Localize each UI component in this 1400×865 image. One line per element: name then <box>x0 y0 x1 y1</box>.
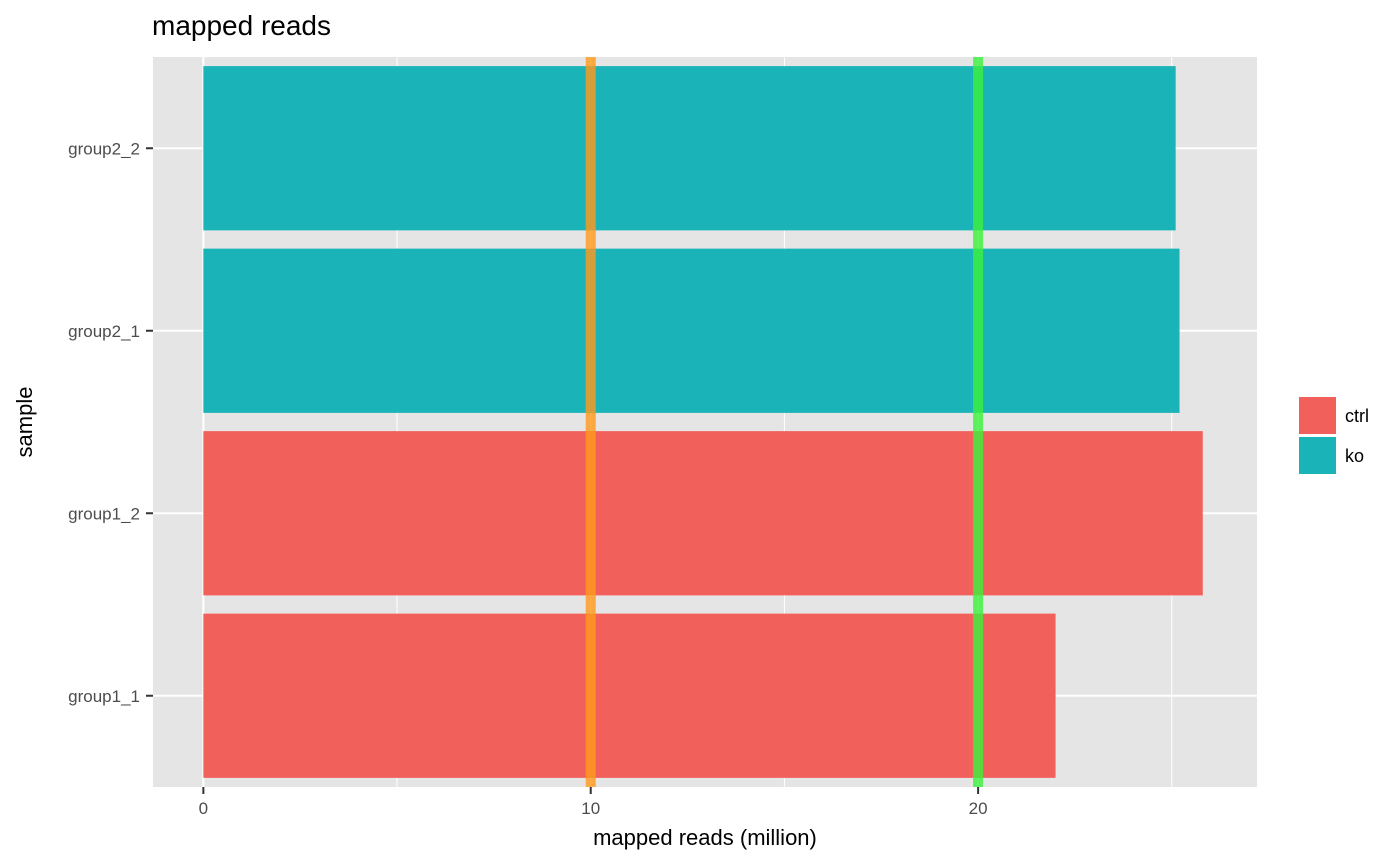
x-tick-label: 20 <box>969 799 988 818</box>
chart-title: mapped reads <box>152 10 331 41</box>
y-axis-title: sample <box>12 387 37 458</box>
y-tick-label: group2_1 <box>68 322 140 341</box>
x-tick-label: 0 <box>199 799 208 818</box>
x-axis-title: mapped reads (million) <box>593 825 817 850</box>
bar-group2_2 <box>203 66 1176 231</box>
reference-lines <box>585 57 984 787</box>
bar-group2_1 <box>203 248 1180 413</box>
y-tick-label: group1_2 <box>68 504 140 523</box>
axes: 0 10 20 group1_1 group1_2 group2_1 group2_2 <box>68 139 987 818</box>
bars <box>203 66 1203 778</box>
legend-label-ctrl: ctrl <box>1345 406 1369 426</box>
x-tick-label: 10 <box>581 799 600 818</box>
legend-label-ko: ko <box>1345 446 1364 466</box>
y-tick-label: group1_1 <box>68 687 140 706</box>
legend: ctrl ko <box>1299 397 1369 474</box>
bar-group1_1 <box>203 613 1056 778</box>
legend-key-ko <box>1299 437 1336 474</box>
bar-group1_2 <box>203 431 1203 596</box>
legend-key-ctrl <box>1299 397 1336 434</box>
y-tick-label: group2_2 <box>68 139 140 158</box>
